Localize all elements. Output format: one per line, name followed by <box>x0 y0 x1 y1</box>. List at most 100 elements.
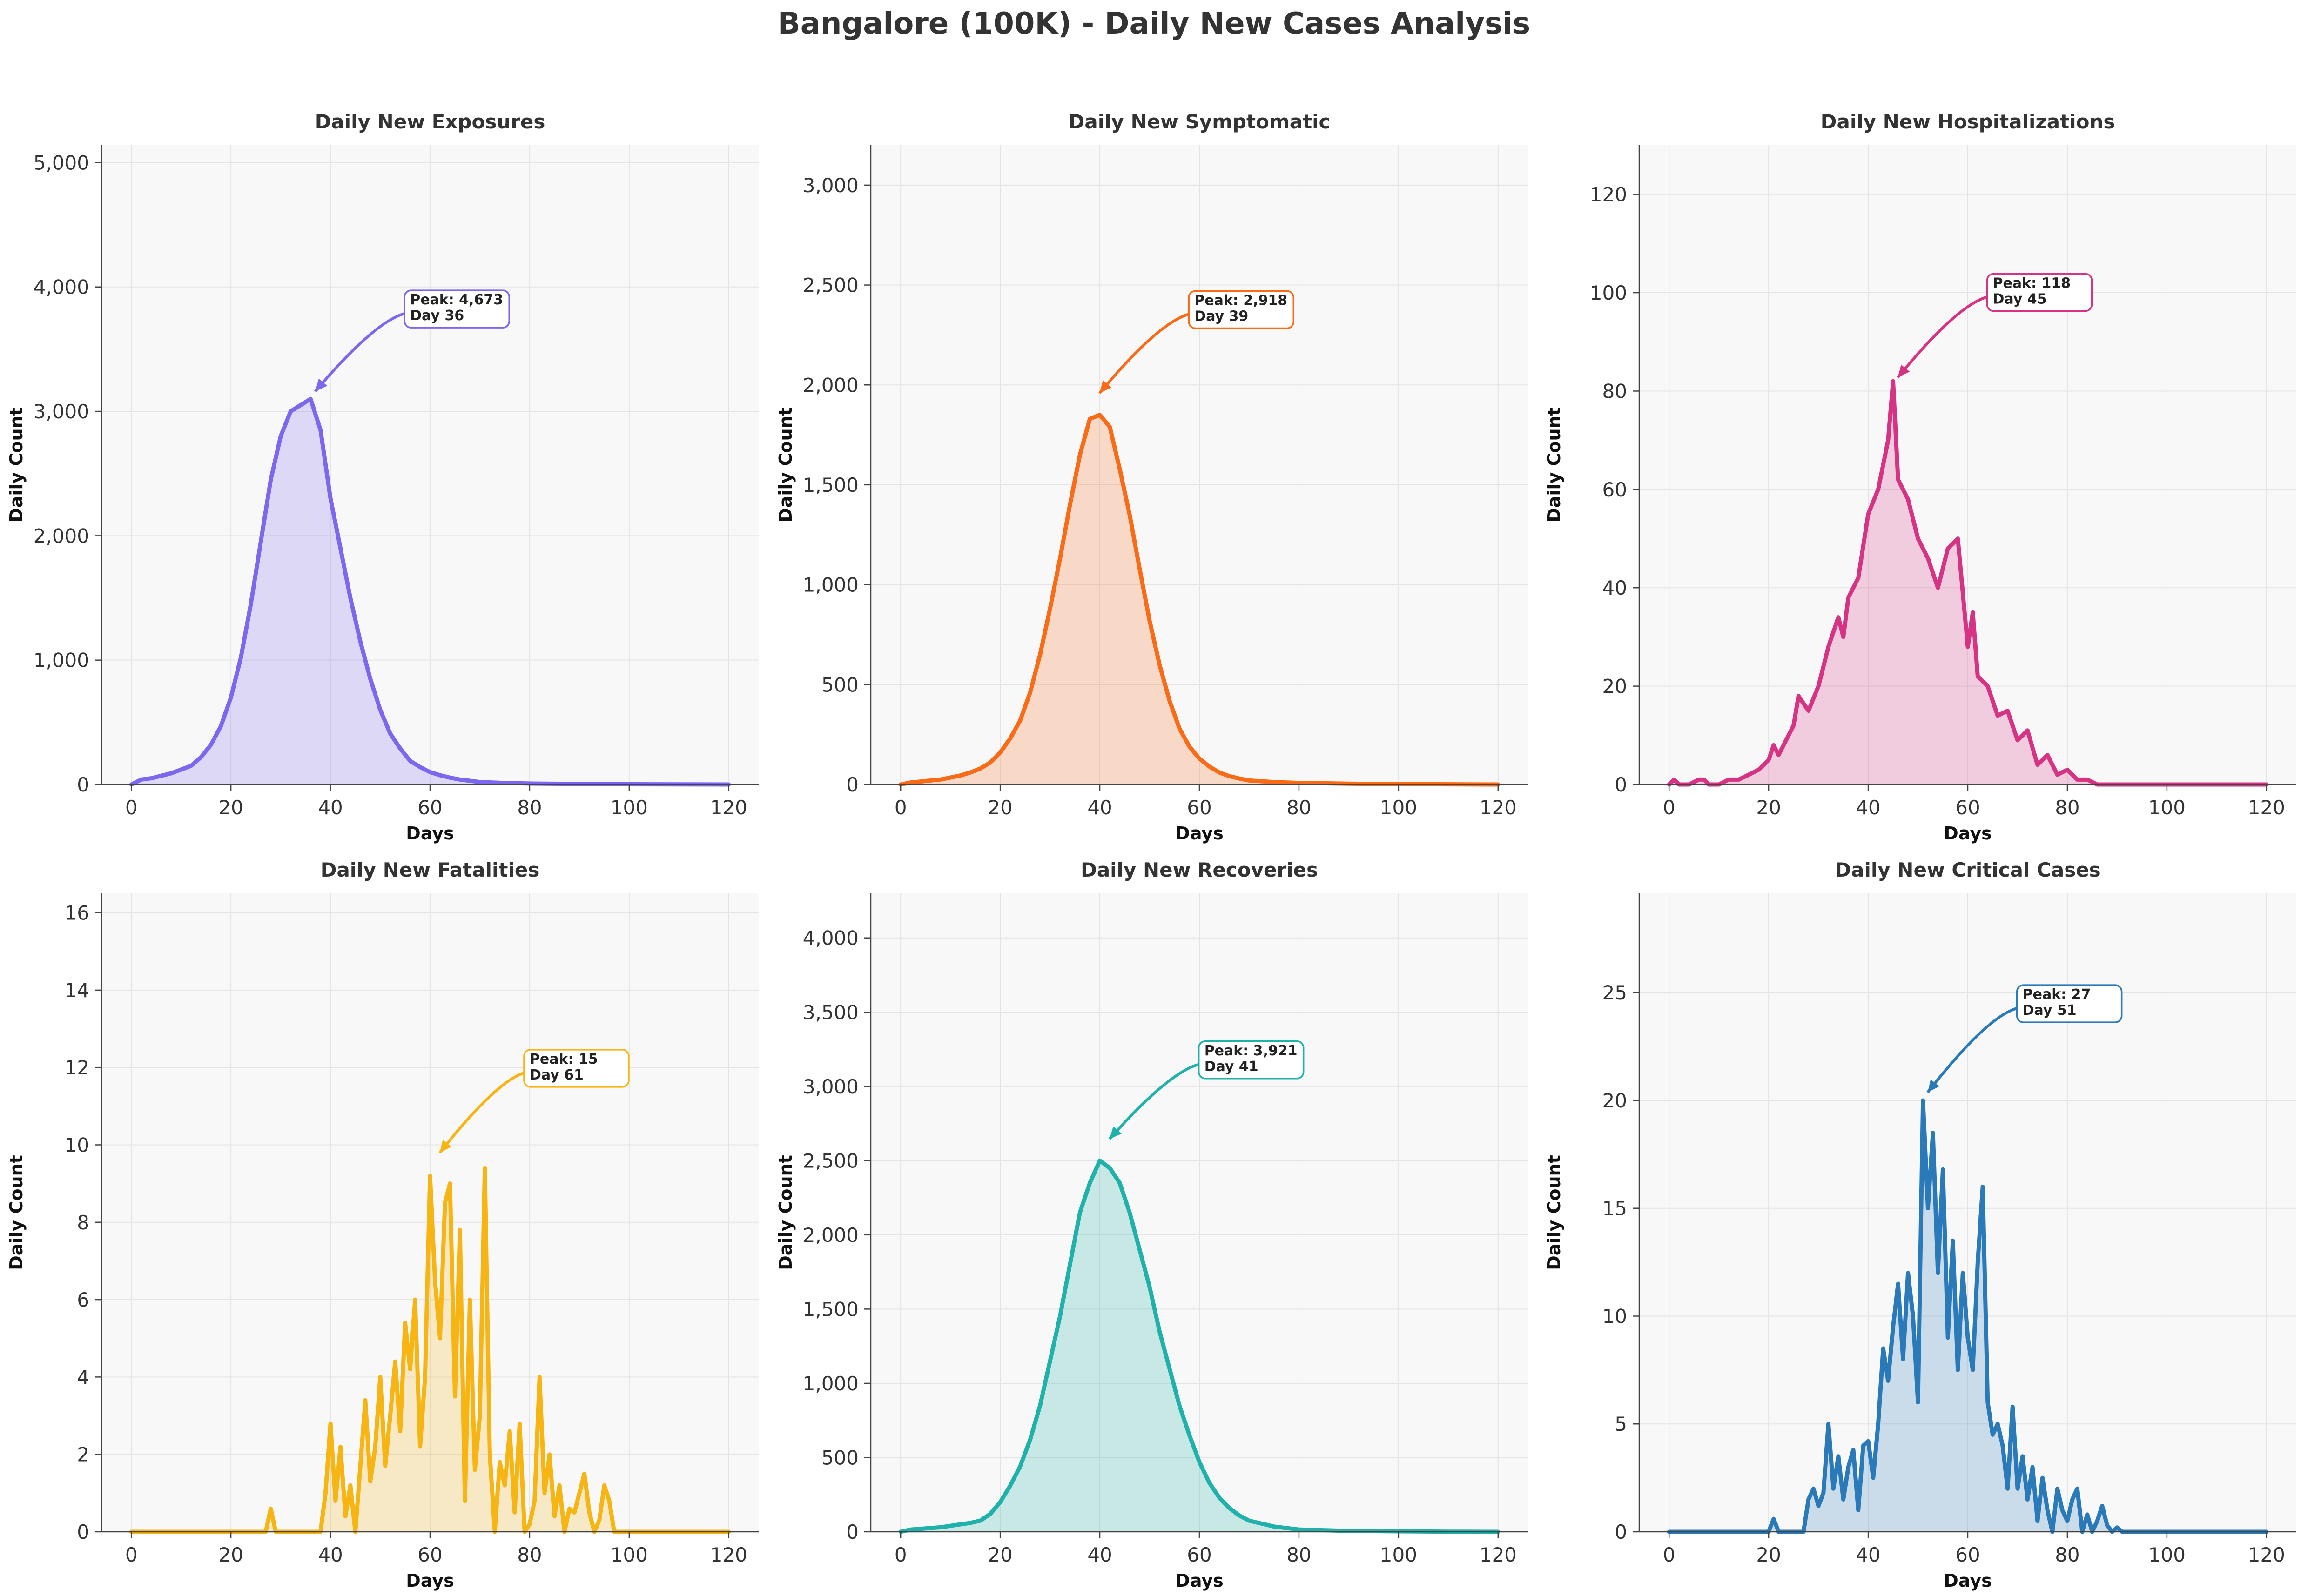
x-tick-label: 20 <box>1756 796 1781 819</box>
x-tick-label: 60 <box>417 1543 442 1566</box>
x-tick-label: 60 <box>417 796 442 819</box>
peak-arrow <box>1926 1006 2021 1093</box>
y-tick-label: 1,000 <box>803 1372 859 1395</box>
y-tick-label: 1,500 <box>803 474 859 496</box>
y-tick-label: 15 <box>1602 1197 1627 1220</box>
series-line <box>1667 1098 2269 1534</box>
subplot-title: Daily New Hospitalizations <box>1821 110 2115 133</box>
y-tick-label: 10 <box>65 1133 89 1156</box>
x-tick-label: 100 <box>2148 796 2186 819</box>
peak-label-text: Peak: 118 <box>1992 275 2071 292</box>
x-tick-label: 100 <box>611 796 648 819</box>
x-tick-label: 80 <box>1286 1543 1311 1566</box>
peak-arrow-head <box>1109 1126 1122 1140</box>
series-line <box>898 1158 1501 1534</box>
series-area <box>1669 1100 2267 1532</box>
peak-label-box <box>523 1049 630 1088</box>
peak-label-text: Day 39 <box>1194 308 1248 325</box>
x-tick-label: 0 <box>1663 796 1675 819</box>
y-tick-label: 0 <box>846 1521 859 1543</box>
figure-title: Bangalore (100K) - Daily New Cases Analy… <box>777 7 1531 41</box>
y-tick-label: 0 <box>1615 773 1627 796</box>
x-tick-label: 120 <box>710 1543 747 1566</box>
x-tick-label: 80 <box>517 1543 542 1566</box>
y-tick-label: 6 <box>77 1288 89 1311</box>
x-tick-label: 120 <box>2248 1543 2285 1566</box>
y-axis-label: Daily Count <box>6 407 27 523</box>
x-tick-label: 40 <box>1087 1543 1112 1566</box>
y-axis-label: Daily Count <box>6 1155 27 1270</box>
peak-label-text: Day 36 <box>410 308 464 324</box>
peak-arrow <box>1108 1062 1203 1140</box>
x-axis-label: Days <box>1944 1570 1992 1591</box>
y-tick-label: 500 <box>821 673 859 696</box>
x-tick-label: 20 <box>988 1543 1012 1566</box>
peak-label-box <box>1986 273 2093 312</box>
peak-arrow <box>1098 312 1193 394</box>
y-tick-label: 16 <box>65 902 89 925</box>
x-tick-label: 100 <box>1380 1543 1417 1566</box>
y-tick-label: 2 <box>77 1443 89 1466</box>
peak-label-text: Peak: 27 <box>2023 986 2091 1003</box>
subplot-4: 0 20 40 60 80 100 120 0 2 4 6 8 10 12 14 16 Daily New Fa… <box>6 858 759 1591</box>
y-tick-label: 0 <box>846 773 859 796</box>
y-axis-label: Daily Count <box>775 1155 796 1270</box>
x-tick-label: 40 <box>1087 796 1112 819</box>
peak-label-text: Peak: 2,918 <box>1194 293 1287 309</box>
peak-label-text: Day 45 <box>1992 291 2046 308</box>
series-line <box>129 396 731 787</box>
subplot-title: Daily New Recoveries <box>1081 858 1318 881</box>
y-axis-label: Daily Count <box>1544 407 1564 523</box>
y-tick-label: 60 <box>1602 478 1627 501</box>
y-tick-label: 0 <box>1615 1521 1627 1543</box>
peak-label-box <box>2016 984 2123 1023</box>
y-tick-label: 2,500 <box>803 1149 859 1172</box>
subplot-6: 0 20 40 60 80 100 120 0 5 10 15 20 25 Daily New Criti… <box>1544 858 2296 1591</box>
peak-label-text: Peak: 4,673 <box>410 292 503 308</box>
subplot-title: Daily New Symptomatic <box>1069 110 1331 133</box>
y-tick-label: 120 <box>1590 183 1627 206</box>
subplot-3: 0 20 40 60 80 100 120 0 20 40 60 80 100 120 Daily New … <box>1544 110 2296 844</box>
y-tick-label: 20 <box>1602 1089 1627 1112</box>
y-tick-label: 4,000 <box>34 276 89 299</box>
y-tick-label: 3,500 <box>803 1001 859 1024</box>
x-tick-label: 20 <box>218 1543 243 1566</box>
series-area <box>1669 381 2267 785</box>
y-tick-label: 25 <box>1602 981 1627 1004</box>
x-tick-label: 120 <box>1480 796 1517 819</box>
x-tick-label: 20 <box>218 796 243 819</box>
x-tick-label: 20 <box>988 796 1012 819</box>
y-tick-label: 500 <box>821 1446 859 1469</box>
x-tick-label: 60 <box>1187 1543 1211 1566</box>
subplot-2: 0 20 40 60 80 100 120 0 500 1,000 1,500 2,000 2,500 3… <box>775 110 1528 844</box>
peak-label-text: Day 61 <box>530 1067 584 1083</box>
x-tick-label: 100 <box>611 1543 648 1566</box>
series-area <box>131 1168 729 1532</box>
y-tick-label: 1,000 <box>803 574 859 597</box>
peak-arrow-head <box>315 378 328 392</box>
y-tick-label: 3,000 <box>803 174 859 197</box>
peak-arrow-head <box>1099 380 1112 394</box>
peak-label-text: Day 41 <box>1204 1059 1258 1075</box>
x-axis-label: Days <box>406 1570 454 1591</box>
y-tick-label: 4 <box>77 1366 89 1388</box>
x-tick-label: 0 <box>895 796 907 819</box>
x-tick-label: 20 <box>1756 1543 1781 1566</box>
y-tick-label: 1,000 <box>34 649 89 672</box>
series-area <box>901 415 1498 785</box>
x-tick-label: 100 <box>2148 1543 2186 1566</box>
peak-label-text: Peak: 15 <box>530 1051 598 1067</box>
x-tick-label: 80 <box>517 796 542 819</box>
subplot-title: Daily New Exposures <box>315 110 545 133</box>
series-area <box>901 1160 1498 1532</box>
y-tick-label: 14 <box>65 979 89 1002</box>
series-line <box>898 413 1501 787</box>
series-line <box>129 1166 731 1534</box>
x-tick-label: 40 <box>318 796 343 819</box>
x-tick-label: 0 <box>125 796 138 819</box>
x-tick-label: 120 <box>710 796 747 819</box>
x-axis-label: Days <box>1944 823 1992 844</box>
peak-arrow <box>438 1070 528 1154</box>
series-area <box>131 399 729 785</box>
